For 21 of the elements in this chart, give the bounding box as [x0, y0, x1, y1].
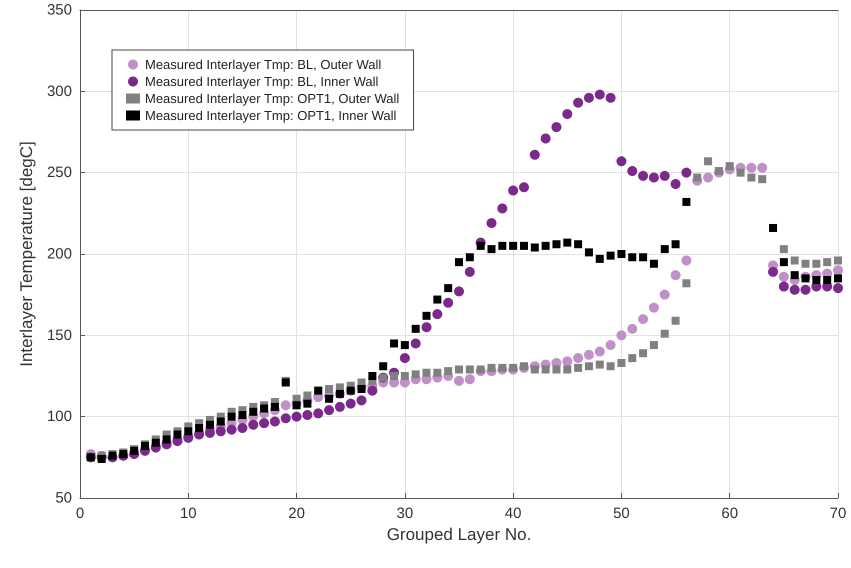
x-tick-label: 10	[180, 505, 197, 522]
x-tick-label: 40	[504, 505, 522, 522]
x-tick-label: 70	[830, 505, 846, 522]
legend-label: Measured Interlayer Tmp: BL, Inner Wall	[145, 74, 378, 89]
x-tick-label: 30	[396, 505, 414, 522]
y-tick-label: 100	[46, 408, 72, 426]
legend-label: Measured Interlayer Tmp: OPT1, Inner Wall	[145, 108, 397, 123]
y-tick-label: 350	[46, 2, 72, 18]
x-tick-label: 20	[288, 505, 305, 522]
y-tick-label: 200	[46, 246, 72, 262]
y-axis-title: Interlayer Temperature [degC]	[17, 141, 36, 367]
x-axis-title: Grouped Layer No.	[386, 525, 532, 544]
legend-label: Measured Interlayer Tmp: OPT1, Outer Wall	[145, 91, 400, 106]
y-tick-label: 300	[46, 82, 72, 100]
y-tick-label: 50	[55, 490, 72, 506]
y-tick-label: 250	[46, 164, 72, 182]
x-tick-label: 0	[76, 505, 84, 522]
legend-label: Measured Interlayer Tmp: BL, Outer Wall	[145, 57, 382, 72]
x-tick-label: 60	[721, 505, 738, 522]
y-tick-label: 150	[46, 326, 72, 344]
x-tick-label: 50	[613, 505, 630, 522]
